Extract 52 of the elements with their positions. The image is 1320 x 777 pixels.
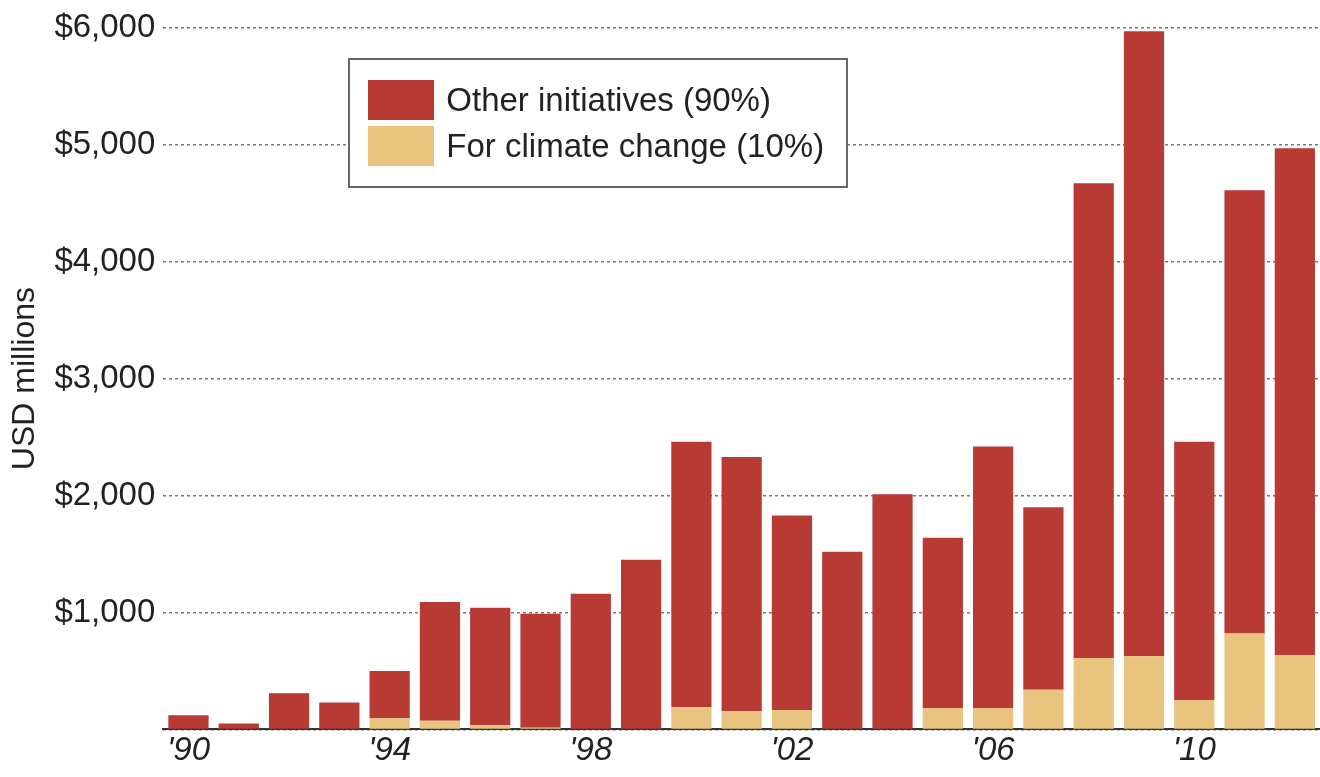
- y-axis-title: USD millions: [5, 287, 42, 471]
- legend-label: For climate change (10%): [446, 126, 825, 165]
- bar: [520, 613, 561, 728]
- bar: [771, 515, 813, 711]
- bar: [872, 494, 913, 729]
- bar: [419, 720, 461, 729]
- x-tick-label: '94: [368, 730, 412, 768]
- bar: [721, 456, 762, 712]
- bar: [671, 441, 712, 708]
- bar: [620, 559, 662, 729]
- bar: [319, 702, 360, 729]
- bar: [1123, 656, 1165, 729]
- bar: [1174, 700, 1215, 729]
- bar: [973, 446, 1014, 709]
- bar: [470, 607, 511, 726]
- y-tick-label: $2,000: [54, 474, 156, 512]
- legend-label: Other initiatives (90%): [446, 80, 771, 119]
- bar: [1274, 655, 1315, 729]
- y-tick-label: $1,000: [54, 591, 156, 629]
- x-tick-label: '10: [1172, 730, 1217, 768]
- bar: [470, 725, 511, 729]
- bar: [973, 708, 1014, 729]
- bar: [570, 593, 611, 729]
- x-tick-label: '02: [770, 730, 814, 768]
- bar: [1023, 507, 1064, 690]
- bar: [1224, 633, 1265, 729]
- bar: [369, 670, 410, 719]
- bar: [168, 715, 209, 729]
- bar: [1023, 689, 1064, 729]
- bar: [671, 707, 712, 729]
- x-tick-label: '90: [166, 730, 211, 768]
- bar: [1073, 183, 1114, 659]
- y-tick-label: $5,000: [54, 123, 156, 161]
- bar: [922, 708, 963, 729]
- bar: [218, 723, 259, 729]
- bar: [1224, 190, 1265, 634]
- bar: [419, 601, 461, 721]
- x-tick-label: '98: [569, 730, 613, 768]
- y-tick-label: $6,000: [54, 6, 156, 44]
- bar: [822, 551, 863, 729]
- bar: [1073, 658, 1114, 729]
- bar: [1123, 31, 1165, 657]
- bar: [721, 711, 762, 729]
- bar: [771, 710, 813, 729]
- bar: [369, 718, 410, 729]
- y-tick-label: $3,000: [54, 357, 156, 395]
- x-tick-label: '06: [971, 730, 1016, 768]
- bar: [1174, 441, 1215, 701]
- bar: [1274, 148, 1315, 656]
- bar: [268, 693, 310, 729]
- y-tick-label: $4,000: [54, 240, 156, 278]
- bar: [922, 537, 963, 709]
